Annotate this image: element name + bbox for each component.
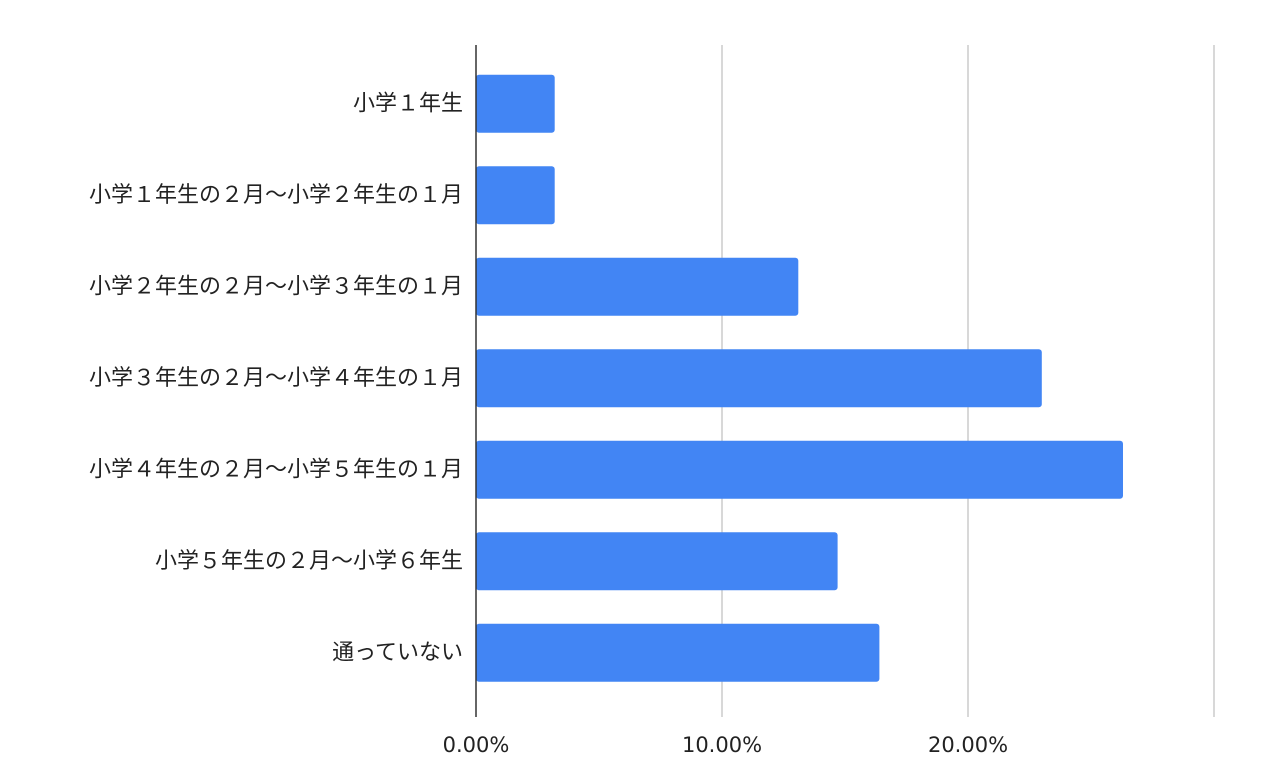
- category-label-7: 通っていない: [332, 640, 463, 665]
- x-tick-label-1: 10.00%: [682, 733, 762, 757]
- bar-3: [476, 257, 799, 316]
- bar-7: [476, 623, 880, 682]
- tick-labels: 0.00% 10.00% 20.00%: [443, 733, 1008, 757]
- x-tick-label-0: 0.00%: [443, 733, 510, 757]
- category-label-4: 小学３年生の２月〜小学４年生の１月: [89, 366, 463, 391]
- bars: [476, 74, 1123, 682]
- bar-2: [476, 166, 555, 225]
- category-label-6: 小学５年生の２月〜小学６年生: [155, 549, 463, 574]
- category-label-5: 小学４年生の２月〜小学５年生の１月: [89, 457, 463, 482]
- category-labels: 小学１年生小学１年生の２月〜小学２年生の１月小学２年生の２月〜小学３年生の１月小…: [89, 91, 463, 665]
- bar-4: [476, 349, 1042, 408]
- category-label-3: 小学２年生の２月〜小学３年生の１月: [89, 274, 463, 299]
- category-label-2: 小学１年生の２月〜小学２年生の１月: [89, 183, 463, 208]
- bar-5: [476, 440, 1123, 499]
- category-label-1: 小学１年生: [353, 91, 463, 116]
- bar-6: [476, 532, 838, 591]
- x-tick-label-2: 20.00%: [928, 733, 1008, 757]
- bar-1: [476, 74, 555, 133]
